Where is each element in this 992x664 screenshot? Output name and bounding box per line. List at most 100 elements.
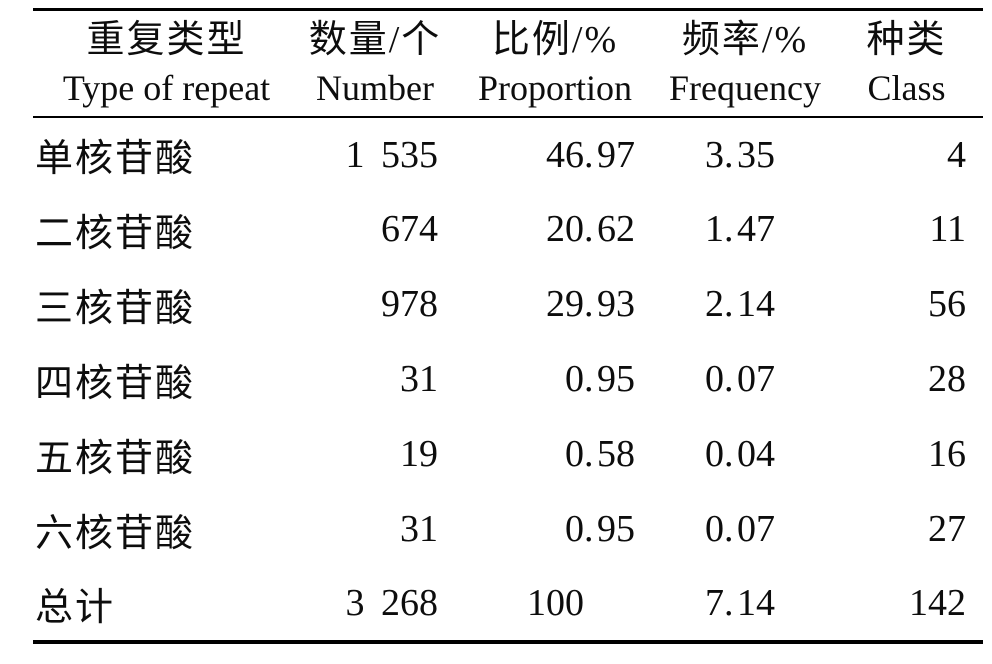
decimal-point: . bbox=[724, 133, 734, 176]
frequency-int: 3 bbox=[705, 133, 724, 176]
decimal-point: . bbox=[584, 358, 594, 400]
cell-number: 31 bbox=[400, 358, 438, 400]
decimal-point: . bbox=[584, 133, 594, 176]
cell-frequency: 2.14 bbox=[660, 267, 830, 342]
table-body: 单核苷酸 1 535 46.97 3.35 4 二核苷酸 674 20.62 1… bbox=[33, 117, 983, 642]
cell-repeat-type: 五核苷酸 bbox=[35, 437, 196, 480]
decimal-point: . bbox=[584, 508, 594, 550]
frequency-int: 7 bbox=[705, 582, 724, 624]
proportion-frac: 58 bbox=[597, 433, 635, 475]
col-header-proportion: 比例/% Proportion bbox=[450, 10, 660, 117]
decimal-point: . bbox=[724, 283, 734, 325]
col-header-type-en: Type of repeat bbox=[62, 68, 271, 109]
frequency-int: 0 bbox=[705, 508, 724, 550]
cell-repeat-type: 二核苷酸 bbox=[35, 212, 196, 255]
cell-class: 27 bbox=[928, 508, 966, 550]
cell-proportion: 20.62 bbox=[450, 192, 660, 267]
cell-repeat-type: 三核苷酸 bbox=[35, 287, 196, 330]
col-header-number-en: Number bbox=[316, 68, 434, 109]
frequency-int: 0 bbox=[705, 358, 724, 400]
cell-proportion: 29.93 bbox=[450, 267, 660, 342]
proportion-int: 0 bbox=[565, 508, 584, 550]
frequency-int: 2 bbox=[705, 283, 724, 325]
cell-frequency: 3.35 bbox=[660, 117, 830, 192]
decimal-point: . bbox=[584, 433, 594, 475]
cell-class: 4 bbox=[947, 133, 966, 176]
cell-class: 56 bbox=[928, 283, 966, 325]
table-row-pentanucleotide: 五核苷酸 19 0.58 0.04 16 bbox=[33, 417, 983, 492]
col-header-frequency-en: Frequency bbox=[669, 68, 821, 109]
frequency-frac: 07 bbox=[737, 358, 775, 400]
table-row-hexanucleotide: 六核苷酸 31 0.95 0.07 27 bbox=[33, 492, 983, 567]
proportion-int: 46 bbox=[546, 133, 584, 176]
cell-frequency: 0.07 bbox=[660, 492, 830, 567]
frequency-frac: 14 bbox=[737, 283, 775, 325]
ssr-repeat-statistics-table: 重复类型 Type of repeat 数量/个 Number 比例/% Pro… bbox=[33, 8, 983, 644]
frequency-frac: 14 bbox=[737, 582, 775, 624]
cell-repeat-type: 总计 bbox=[35, 586, 116, 629]
cell-proportion: 100 bbox=[450, 567, 660, 642]
decimal-point: . bbox=[724, 208, 734, 250]
col-header-number-zh: 数量/个 bbox=[308, 19, 442, 62]
frequency-frac: 47 bbox=[737, 208, 775, 250]
table-row-mononucleotide: 单核苷酸 1 535 46.97 3.35 4 bbox=[33, 117, 983, 192]
col-header-type: 重复类型 Type of repeat bbox=[33, 10, 300, 117]
proportion-int: 0 bbox=[565, 433, 584, 475]
decimal-point: . bbox=[584, 283, 594, 325]
cell-class: 16 bbox=[928, 433, 966, 475]
decimal-point: . bbox=[724, 582, 734, 624]
proportion-int: 0 bbox=[565, 358, 584, 400]
cell-class: 28 bbox=[928, 358, 966, 400]
col-header-frequency-zh: 频率/% bbox=[681, 19, 809, 62]
proportion-frac: 62 bbox=[597, 208, 635, 250]
cell-proportion: 0.95 bbox=[450, 342, 660, 417]
cell-frequency: 0.04 bbox=[660, 417, 830, 492]
cell-repeat-type: 单核苷酸 bbox=[35, 138, 196, 180]
cell-proportion: 0.95 bbox=[450, 492, 660, 567]
col-header-proportion-en: Proportion bbox=[477, 68, 632, 109]
col-header-type-zh: 重复类型 bbox=[86, 19, 247, 62]
cell-class: 11 bbox=[929, 208, 966, 250]
proportion-int: 20 bbox=[546, 208, 584, 250]
cell-number: 1 535 bbox=[345, 133, 439, 176]
table-row-dinucleotide: 二核苷酸 674 20.62 1.47 11 bbox=[33, 192, 983, 267]
cell-number: 19 bbox=[400, 433, 438, 475]
col-header-proportion-zh: 比例/% bbox=[491, 19, 619, 62]
proportion-int: 100 bbox=[527, 582, 584, 624]
col-header-number: 数量/个 Number bbox=[300, 10, 450, 117]
frequency-frac: 04 bbox=[737, 433, 775, 475]
cell-number: 978 bbox=[381, 283, 438, 325]
decimal-point: . bbox=[724, 358, 734, 400]
cell-frequency: 7.14 bbox=[660, 567, 830, 642]
decimal-point: . bbox=[724, 508, 734, 550]
frequency-int: 0 bbox=[705, 433, 724, 475]
table-header: 重复类型 Type of repeat 数量/个 Number 比例/% Pro… bbox=[33, 10, 983, 117]
frequency-int: 1 bbox=[705, 208, 724, 250]
col-header-frequency: 频率/% Frequency bbox=[660, 10, 830, 117]
frequency-frac: 07 bbox=[737, 508, 775, 550]
cell-frequency: 1.47 bbox=[660, 192, 830, 267]
cell-number: 674 bbox=[381, 208, 438, 250]
frequency-frac: 35 bbox=[737, 133, 775, 176]
cell-repeat-type: 六核苷酸 bbox=[35, 512, 196, 555]
cell-proportion: 0.58 bbox=[450, 417, 660, 492]
proportion-frac: 95 bbox=[597, 508, 635, 550]
proportion-frac: 95 bbox=[597, 358, 635, 400]
cell-number: 3 268 bbox=[345, 582, 439, 624]
decimal-point: . bbox=[724, 433, 734, 475]
col-header-class-zh: 种类 bbox=[866, 19, 947, 62]
cell-proportion: 46.97 bbox=[450, 117, 660, 192]
proportion-frac: 97 bbox=[597, 133, 635, 176]
cell-class: 142 bbox=[909, 582, 966, 624]
table-row-total: 总计 3 268 100 7.14 142 bbox=[33, 567, 983, 642]
proportion-int: 29 bbox=[546, 283, 584, 325]
col-header-class-en: Class bbox=[867, 68, 946, 109]
table-row-tetranucleotide: 四核苷酸 31 0.95 0.07 28 bbox=[33, 342, 983, 417]
col-header-class: 种类 Class bbox=[830, 10, 983, 117]
decimal-point: . bbox=[584, 208, 594, 250]
cell-repeat-type: 四核苷酸 bbox=[35, 362, 196, 405]
table-row-trinucleotide: 三核苷酸 978 29.93 2.14 56 bbox=[33, 267, 983, 342]
cell-number: 31 bbox=[400, 508, 438, 550]
cell-frequency: 0.07 bbox=[660, 342, 830, 417]
proportion-frac: 93 bbox=[597, 283, 635, 325]
